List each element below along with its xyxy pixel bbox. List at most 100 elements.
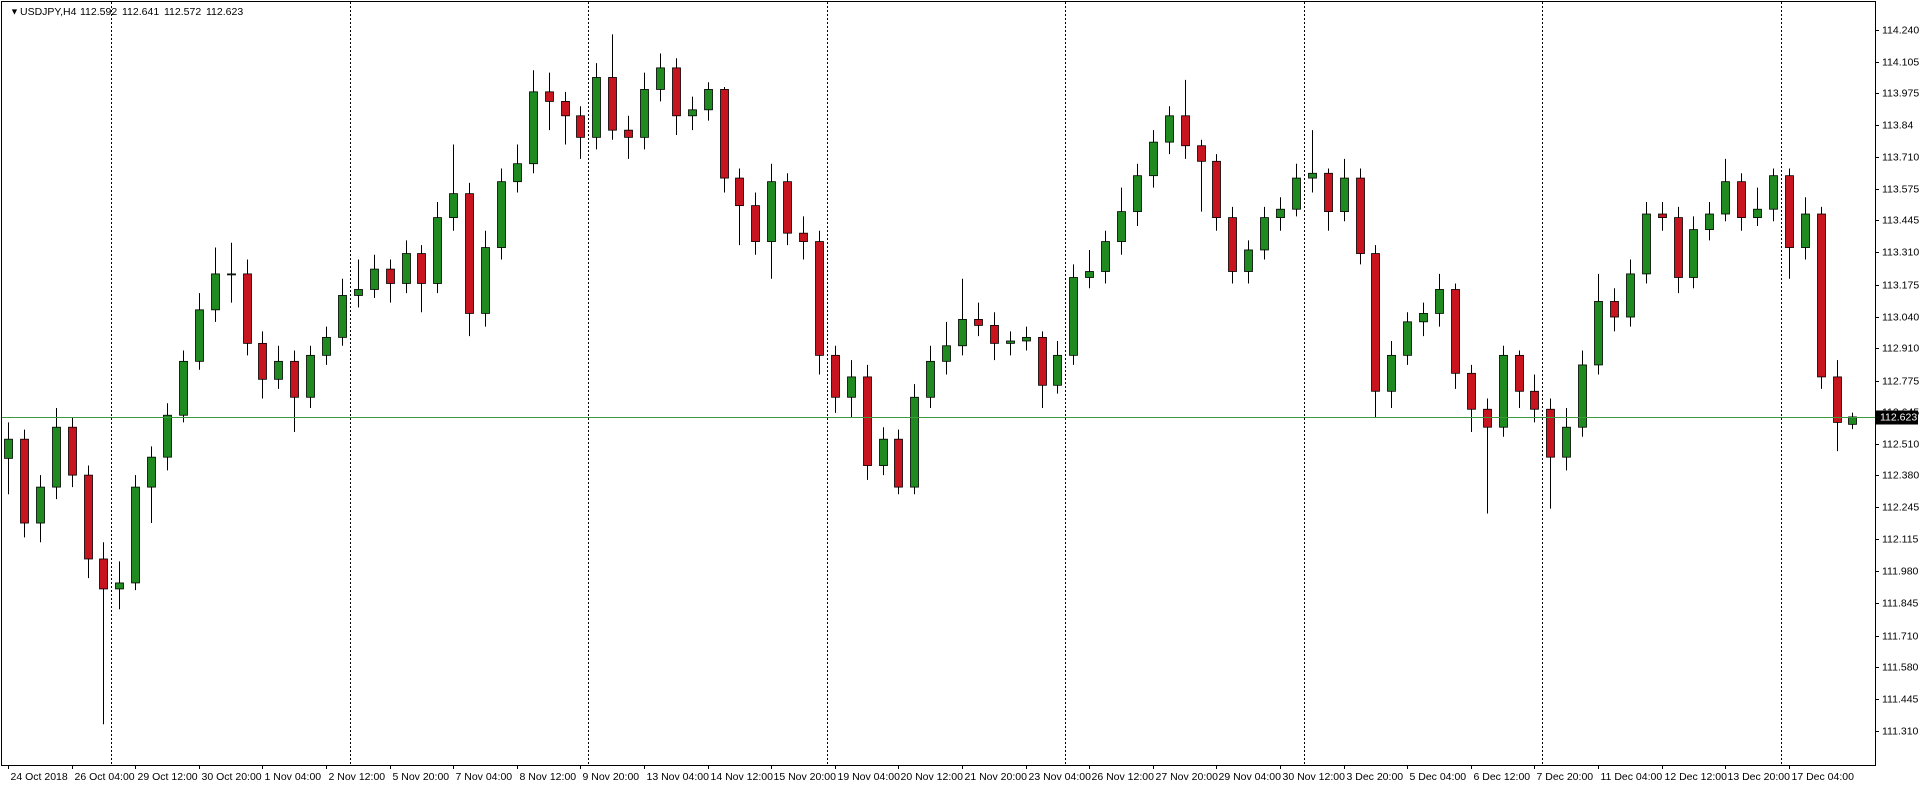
candle-body — [624, 129, 633, 138]
candle-body — [1340, 177, 1349, 213]
candle-body — [1467, 372, 1476, 410]
symbol-label: USDJPY,H4 — [20, 6, 77, 18]
x-tick-label: 13 Dec 20:00 — [1728, 771, 1791, 783]
y-tick-label: 111.580 — [1882, 661, 1919, 673]
candle-body — [1387, 354, 1396, 392]
candle-body — [974, 319, 983, 326]
low-value: 112.572 — [164, 6, 201, 18]
candle-body — [1308, 172, 1317, 179]
candle-body — [1197, 145, 1206, 162]
candle-body — [52, 426, 61, 488]
x-tick-label: 9 Nov 20:00 — [583, 771, 640, 783]
candle-body — [608, 77, 617, 131]
candle-body — [1483, 408, 1492, 428]
x-tick-label: 23 Nov 04:00 — [1029, 771, 1092, 783]
candle-body — [1721, 181, 1730, 215]
candle-body — [1022, 336, 1031, 342]
y-tick-label: 111.845 — [1882, 597, 1919, 609]
x-tick-label: 6 Dec 12:00 — [1474, 771, 1531, 783]
candle-body — [1817, 213, 1826, 378]
candle-body — [1594, 301, 1603, 366]
x-tick-label: 26 Oct 04:00 — [75, 771, 135, 783]
candle-body — [84, 474, 93, 560]
candle-body — [894, 438, 903, 488]
candle-body — [1658, 213, 1667, 219]
y-tick-label: 113.040 — [1882, 311, 1919, 323]
candle-body — [688, 109, 697, 117]
candle-body — [1149, 141, 1158, 177]
menu-arrow[interactable]: ▼ — [10, 6, 19, 16]
candle-body — [529, 91, 538, 165]
candle-body — [815, 241, 824, 356]
candle-body — [767, 181, 776, 242]
candle-body — [831, 354, 840, 398]
y-tick-label: 113.84 — [1882, 119, 1913, 131]
y-tick-label: 112.910 — [1882, 342, 1919, 354]
candle-body — [1546, 408, 1555, 458]
candle-body — [115, 582, 124, 590]
candle-body — [910, 396, 919, 488]
candle-body — [1228, 217, 1237, 272]
x-tick-label: 19 Nov 04:00 — [838, 771, 901, 783]
candle-body — [1053, 354, 1062, 386]
candle-body — [1499, 354, 1508, 428]
candle-body — [1133, 175, 1142, 213]
x-tick-label: 13 Nov 04:00 — [647, 771, 710, 783]
candle-body — [561, 101, 570, 117]
y-tick-label: 112.775 — [1882, 375, 1919, 387]
x-tick-label: 5 Nov 20:00 — [393, 771, 450, 783]
x-tick-label: 21 Nov 20:00 — [965, 771, 1028, 783]
candle-body — [1276, 208, 1285, 219]
candle-body — [290, 360, 299, 398]
x-tick-label: 27 Nov 20:00 — [1156, 771, 1219, 783]
candle-body — [640, 89, 649, 138]
candle-body — [1642, 213, 1651, 275]
x-tick-label: 14 Nov 12:00 — [711, 771, 774, 783]
candle-body — [751, 205, 760, 242]
candle-body — [1515, 354, 1524, 392]
candle-body — [163, 414, 172, 458]
candle-body — [1038, 336, 1047, 386]
x-tick-label: 7 Dec 20:00 — [1537, 771, 1594, 783]
x-tick-label: 30 Nov 12:00 — [1283, 771, 1346, 783]
x-tick-label: 8 Nov 12:00 — [520, 771, 577, 783]
candle-body — [179, 360, 188, 416]
plot-frame — [1, 1, 1876, 766]
x-tick-label: 26 Nov 12:00 — [1092, 771, 1155, 783]
candle-body — [1244, 249, 1253, 272]
x-tick-label: 17 Dec 04:00 — [1792, 771, 1855, 783]
candle-body — [1356, 177, 1365, 254]
candle-body — [1801, 213, 1810, 248]
candle-body — [990, 325, 999, 344]
candle-body — [274, 360, 283, 380]
candle-body — [672, 67, 681, 117]
candle-body — [1705, 213, 1714, 230]
candle-body — [783, 181, 792, 234]
x-tick-label: 3 Dec 20:00 — [1347, 771, 1404, 783]
candle-body — [258, 342, 267, 380]
candle-body — [386, 268, 395, 284]
high-value: 112.641 — [122, 6, 159, 18]
y-tick-label: 111.980 — [1882, 565, 1919, 577]
candle-body — [1769, 175, 1778, 210]
candle-body — [306, 354, 315, 398]
candle-body — [449, 193, 458, 219]
y-tick-label: 112.380 — [1882, 469, 1919, 481]
y-tick-label: 113.175 — [1882, 279, 1919, 291]
candle-body — [1737, 181, 1746, 219]
x-tick-label: 5 Dec 04:00 — [1410, 771, 1467, 783]
candle-body — [417, 253, 426, 284]
candle-body — [1833, 376, 1842, 423]
candle-body — [799, 232, 808, 242]
candle-body — [1101, 241, 1110, 272]
candle-body — [1006, 340, 1015, 344]
candle-body — [1435, 289, 1444, 314]
x-tick-label: 1 Nov 04:00 — [265, 771, 322, 783]
candle-body — [1451, 289, 1460, 374]
candle-body — [131, 486, 140, 584]
candle-body — [402, 253, 411, 284]
candle-body — [1689, 229, 1698, 278]
candle-body — [847, 376, 856, 398]
